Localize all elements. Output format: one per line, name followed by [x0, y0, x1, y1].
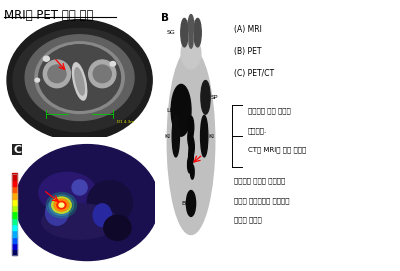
- Circle shape: [189, 33, 193, 48]
- Ellipse shape: [171, 85, 191, 136]
- Bar: [12, 180, 17, 186]
- Text: C: C: [13, 145, 21, 155]
- Ellipse shape: [34, 41, 125, 114]
- Ellipse shape: [93, 204, 111, 227]
- Ellipse shape: [72, 63, 87, 100]
- Text: A: A: [8, 15, 17, 25]
- Ellipse shape: [200, 115, 208, 157]
- Circle shape: [188, 128, 193, 147]
- Ellipse shape: [181, 38, 201, 69]
- Circle shape: [43, 56, 49, 61]
- Text: 임파선을 따라 전이된: 임파선을 따라 전이된: [248, 108, 290, 114]
- Bar: [12, 174, 17, 256]
- Ellipse shape: [38, 44, 121, 111]
- Bar: [12, 236, 17, 243]
- Text: (A) MRI: (A) MRI: [234, 25, 262, 34]
- Ellipse shape: [43, 60, 70, 88]
- Text: 정확히 영상화: 정확히 영상화: [234, 217, 262, 223]
- Ellipse shape: [182, 20, 200, 46]
- Text: (C) PET/CT: (C) PET/CT: [234, 69, 274, 78]
- Text: MRI와 PET 영상 차이: MRI와 PET 영상 차이: [4, 9, 94, 22]
- Circle shape: [52, 197, 71, 213]
- Ellipse shape: [13, 28, 146, 132]
- Text: LI: LI: [166, 108, 172, 113]
- Circle shape: [194, 18, 201, 47]
- Ellipse shape: [201, 80, 210, 114]
- Text: SG: SG: [166, 30, 175, 35]
- Text: BL: BL: [181, 201, 189, 206]
- Bar: [12, 199, 17, 205]
- Circle shape: [188, 156, 192, 173]
- Ellipse shape: [25, 35, 134, 121]
- Text: 조직을 비침습적인 방법으로: 조직을 비침습적인 방법으로: [234, 197, 290, 204]
- Circle shape: [189, 147, 193, 166]
- Text: KI: KI: [208, 134, 214, 139]
- Text: KI: KI: [165, 134, 170, 139]
- Circle shape: [188, 116, 194, 138]
- Ellipse shape: [89, 60, 116, 88]
- Ellipse shape: [104, 215, 131, 240]
- Ellipse shape: [40, 45, 119, 108]
- Bar: [12, 217, 17, 224]
- Circle shape: [59, 203, 64, 207]
- Bar: [12, 205, 17, 211]
- Bar: [12, 224, 17, 230]
- Text: SP: SP: [210, 95, 218, 100]
- Bar: [12, 243, 17, 249]
- Ellipse shape: [48, 65, 66, 83]
- Text: 살아있는 환자의 전립선암: 살아있는 환자의 전립선암: [234, 178, 285, 184]
- Ellipse shape: [42, 204, 118, 239]
- Ellipse shape: [172, 115, 180, 157]
- Bar: [12, 211, 17, 218]
- Text: 전립선암.: 전립선암.: [248, 127, 267, 134]
- Circle shape: [110, 62, 116, 66]
- Ellipse shape: [46, 200, 68, 225]
- Bar: [12, 249, 17, 256]
- Circle shape: [46, 192, 76, 218]
- Text: B: B: [161, 13, 169, 23]
- Bar: [12, 192, 17, 199]
- Ellipse shape: [167, 48, 215, 234]
- Circle shape: [57, 201, 66, 209]
- Circle shape: [7, 20, 152, 141]
- Ellipse shape: [75, 68, 84, 95]
- Circle shape: [35, 78, 40, 82]
- Bar: [12, 186, 17, 192]
- Text: D1 4.3m: D1 4.3m: [118, 120, 135, 124]
- Bar: [12, 230, 17, 237]
- Ellipse shape: [93, 65, 111, 83]
- Circle shape: [188, 15, 194, 35]
- Ellipse shape: [15, 145, 159, 260]
- Ellipse shape: [72, 180, 87, 195]
- Circle shape: [190, 165, 194, 179]
- Circle shape: [54, 199, 69, 211]
- Circle shape: [49, 195, 74, 215]
- Bar: [12, 173, 17, 180]
- Circle shape: [189, 137, 194, 157]
- Circle shape: [181, 18, 188, 47]
- Ellipse shape: [186, 191, 196, 217]
- Ellipse shape: [87, 180, 132, 225]
- Text: (B) PET: (B) PET: [234, 47, 262, 56]
- Text: CT나 MRI로 관측 어려움: CT나 MRI로 관측 어려움: [248, 147, 306, 153]
- Ellipse shape: [39, 172, 96, 213]
